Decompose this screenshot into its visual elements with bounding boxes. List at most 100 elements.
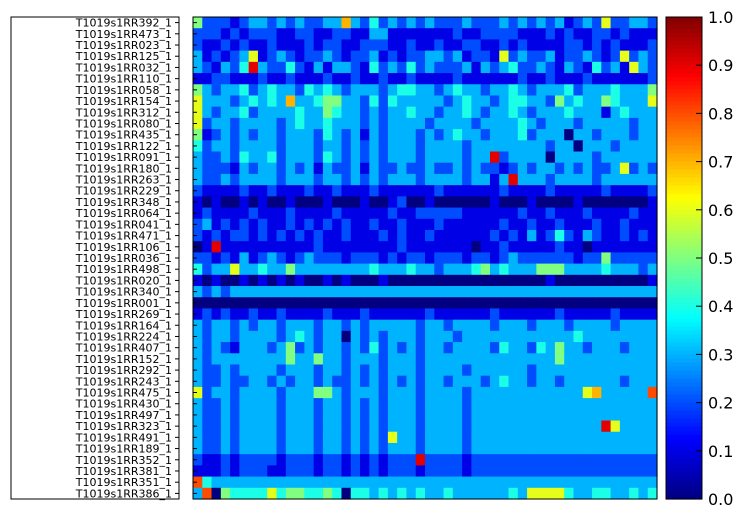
heatmap-cell [387, 263, 398, 276]
heatmap-cell [295, 117, 305, 130]
heatmap-cell [638, 353, 649, 366]
heatmap-cell [489, 207, 500, 220]
heatmap-cell [350, 207, 361, 220]
heatmap-cell [257, 95, 268, 108]
heatmap-cell [285, 241, 296, 253]
heatmap-cell [601, 263, 612, 276]
heatmap-cell [406, 286, 417, 298]
heatmap-cell [619, 140, 630, 153]
row-label: T1019s1RR080_1 [75, 117, 172, 130]
heatmap-cell [508, 274, 519, 287]
heatmap-cell [406, 442, 417, 455]
heatmap-cell [378, 106, 389, 119]
heatmap-cell [601, 173, 612, 186]
heatmap-cell [564, 420, 575, 433]
heatmap-cell [350, 84, 361, 97]
heatmap-cell [592, 375, 602, 388]
heatmap-cell [415, 286, 426, 298]
colorbar-segment [666, 49, 702, 54]
heatmap-cell [434, 196, 445, 209]
heatmap-cell [211, 274, 222, 287]
heatmap-cell [322, 151, 333, 164]
heatmap-cell [425, 162, 435, 175]
heatmap-cell [536, 330, 547, 343]
heatmap-cell [220, 207, 231, 220]
heatmap-cell [545, 286, 556, 298]
heatmap-cell [369, 364, 380, 377]
heatmap-cell [452, 73, 463, 85]
heatmap-cell [304, 117, 315, 130]
heatmap-cell [313, 286, 324, 298]
heatmap-cell [452, 353, 463, 366]
heatmap-cell [508, 73, 519, 85]
heatmap-cell [508, 420, 519, 433]
heatmap-cell [629, 241, 640, 253]
heatmap-cell [350, 173, 361, 186]
heatmap-cell [378, 140, 389, 153]
heatmap-cell [257, 117, 268, 130]
heatmap-cell [248, 207, 259, 220]
heatmap-cell [397, 308, 408, 321]
heatmap-cell [434, 73, 445, 85]
heatmap-cell [230, 454, 240, 466]
heatmap-cell [341, 106, 352, 119]
heatmap-cell [313, 151, 324, 164]
heatmap-cell [295, 465, 305, 478]
heatmap-cell [248, 319, 259, 332]
heatmap-cell [295, 308, 305, 321]
heatmap-cell [489, 297, 500, 310]
heatmap-cell [545, 117, 556, 130]
heatmap-cell [397, 454, 408, 466]
heatmap-cell [554, 196, 565, 209]
heatmap-cell [647, 330, 658, 343]
row-label: T1019s1RR435_1 [75, 129, 172, 142]
heatmap-cell [313, 229, 324, 242]
heatmap-cell [582, 241, 593, 253]
heatmap-cell [378, 241, 389, 253]
heatmap-cell [276, 263, 287, 276]
heatmap-cell [202, 263, 213, 276]
heatmap-cell [239, 364, 250, 377]
heatmap-cell [434, 375, 445, 388]
heatmap-cell [276, 117, 287, 130]
heatmap-cell [629, 129, 640, 141]
heatmap-cell [415, 420, 426, 433]
heatmap-cell [397, 218, 408, 231]
heatmap-cell [619, 409, 630, 422]
heatmap-cell [202, 129, 213, 141]
heatmap-cell [313, 454, 324, 466]
heatmap-cell [443, 364, 454, 377]
heatmap-cell [629, 330, 640, 343]
heatmap-cell [267, 151, 278, 164]
heatmap-cell [267, 129, 278, 141]
heatmap-cell [248, 431, 259, 444]
heatmap-cell [397, 252, 408, 265]
heatmap-cell [378, 28, 389, 41]
heatmap-cell [471, 17, 482, 29]
heatmap-cell [193, 420, 203, 433]
heatmap-cell [295, 263, 305, 276]
heatmap-cell [434, 151, 445, 164]
heatmap-cell [313, 319, 324, 332]
heatmap-cell [295, 375, 305, 388]
heatmap-cell [341, 286, 352, 298]
heatmap-cell [434, 162, 445, 175]
heatmap-cell [267, 218, 278, 231]
heatmap-cell [443, 263, 454, 276]
heatmap-cell [211, 442, 222, 455]
heatmap-cell [378, 263, 389, 276]
heatmap-cell [517, 196, 528, 209]
heatmap-cell [397, 28, 408, 41]
heatmap-cell [322, 442, 333, 455]
heatmap-cell [378, 442, 389, 455]
heatmap-cell [415, 297, 426, 310]
heatmap-cell [350, 454, 361, 466]
heatmap-cell [443, 106, 454, 119]
heatmap-cell [527, 252, 537, 265]
heatmap-cell [230, 95, 240, 108]
heatmap-cell [313, 330, 324, 343]
heatmap-cell [369, 442, 380, 455]
heatmap-cell [248, 196, 259, 209]
heatmap-cell [647, 274, 658, 287]
heatmap-cell [276, 454, 287, 466]
